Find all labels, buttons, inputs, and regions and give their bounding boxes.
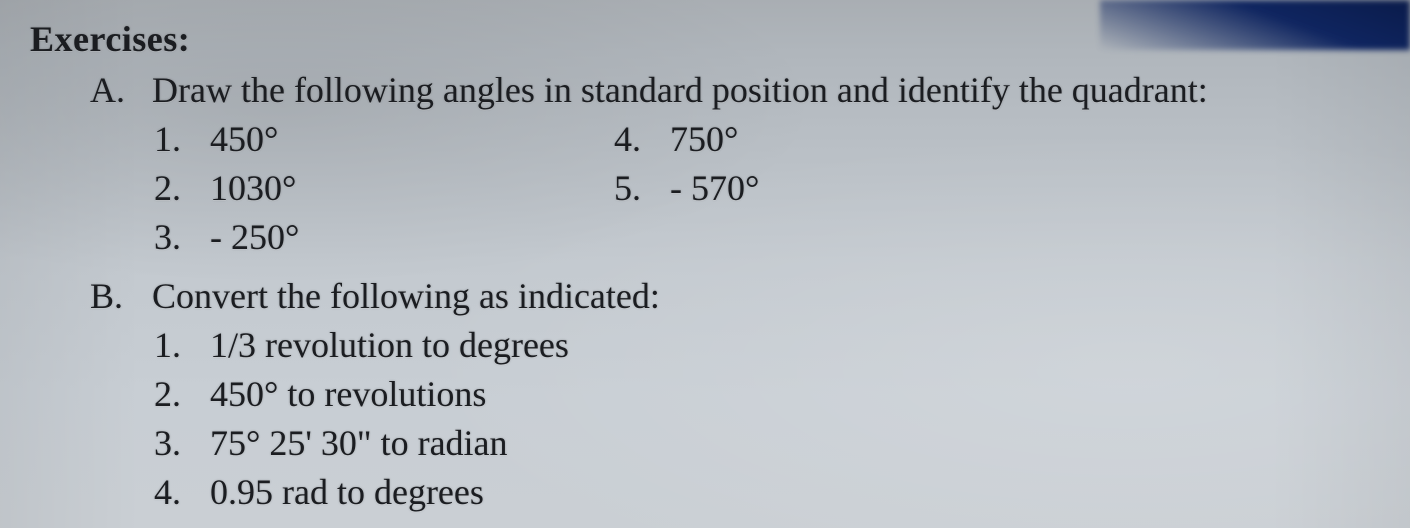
- list-item: 4. 0.95 rad to degrees: [154, 468, 1380, 517]
- section-a-col1: 1. 450° 2. 1030° 3. - 250°: [154, 115, 614, 262]
- list-item: 1. 450°: [154, 115, 614, 164]
- item-number: 4.: [614, 115, 654, 164]
- item-value: 75° 25' 30" to radian: [210, 419, 508, 468]
- list-item: 3. - 250°: [154, 213, 614, 262]
- item-number: 5.: [614, 164, 654, 213]
- item-number: 3.: [154, 419, 194, 468]
- item-number: 2.: [154, 370, 194, 419]
- item-number: 1.: [154, 321, 194, 370]
- section-b: B. Convert the following as indicated: 1…: [90, 272, 1380, 517]
- item-value: 0.95 rad to degrees: [210, 468, 484, 517]
- list-item: 3. 75° 25' 30" to radian: [154, 419, 1380, 468]
- list-item: 2. 1030°: [154, 164, 614, 213]
- item-value: - 570°: [670, 164, 759, 213]
- item-number: 4.: [154, 468, 194, 517]
- item-value: 450°: [210, 115, 278, 164]
- item-number: 2.: [154, 164, 194, 213]
- item-number: 3.: [154, 213, 194, 262]
- item-value: 1030°: [210, 164, 296, 213]
- section-a: A. Draw the following angles in standard…: [90, 66, 1380, 262]
- section-a-col2: 4. 750° 5. - 570°: [614, 115, 759, 262]
- exercises-heading: Exercises:: [30, 18, 1380, 60]
- item-value: 1/3 revolution to degrees: [210, 321, 569, 370]
- item-value: 750°: [670, 115, 738, 164]
- list-item: 2. 450° to revolutions: [154, 370, 1380, 419]
- list-item: 1. 1/3 revolution to degrees: [154, 321, 1380, 370]
- section-a-text: Draw the following angles in standard po…: [152, 66, 1208, 115]
- section-a-letter: A.: [90, 66, 134, 115]
- section-b-text: Convert the following as indicated:: [152, 272, 660, 321]
- section-b-letter: B.: [90, 272, 134, 321]
- list-item: 5. - 570°: [614, 164, 759, 213]
- item-value: 450° to revolutions: [210, 370, 486, 419]
- item-number: 1.: [154, 115, 194, 164]
- list-item: 4. 750°: [614, 115, 759, 164]
- item-value: - 250°: [210, 213, 299, 262]
